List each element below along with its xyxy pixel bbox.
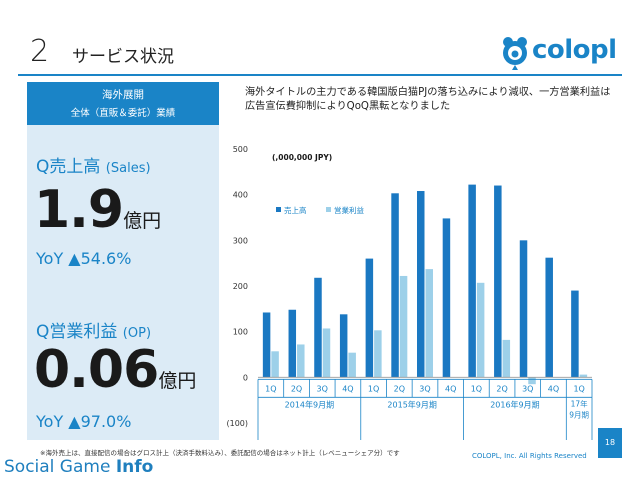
x-group-label: 2014年9月期 xyxy=(285,399,334,409)
segment-title: 海外展開 xyxy=(102,89,144,101)
op-label-text: Q営業利益 xyxy=(36,322,118,342)
legend-label: 売上高 xyxy=(284,205,307,215)
y-axis: 500 400 300 200 100 0 (100) xyxy=(226,145,248,428)
sales-bar xyxy=(468,184,476,378)
sales-bar xyxy=(494,185,502,378)
sales-bar xyxy=(339,314,348,378)
legend-swatch xyxy=(326,207,331,212)
description-text: 海外タイトルの主力である韓国版白猫PJの落ち込みにより減収、一方営業利益は広告宣… xyxy=(245,87,611,112)
x-group-label: 17年 xyxy=(571,398,589,408)
x-tick-label: 3Q xyxy=(522,384,533,393)
watermark-text: Social Game xyxy=(4,457,116,477)
x-tick-label: 1Q xyxy=(368,384,379,393)
x-tick-label: 3Q xyxy=(419,384,430,393)
y-tick-label: 200 xyxy=(233,282,248,291)
segment-subtitle: 全体（直販＆委託）業績 xyxy=(70,108,176,119)
watermark: Social Game Info xyxy=(4,457,153,477)
footnote: ※海外売上は、直接配信の場合はグロス計上（決済手数料込み）、委託配信の場合はネッ… xyxy=(40,449,400,457)
y-tick-label: (100) xyxy=(226,419,248,428)
bars xyxy=(262,184,588,385)
op-bar xyxy=(271,351,279,378)
sales-yoy: YoY ▲54.6% xyxy=(36,249,132,268)
sales-label-text: Q売上高 xyxy=(36,157,101,177)
sales-bar xyxy=(442,218,451,378)
sales-value: 1.9億円 xyxy=(34,184,161,236)
legend-swatch xyxy=(276,207,281,212)
op-label: Q営業利益 (OP) xyxy=(36,317,151,342)
op-label-sub: (OP) xyxy=(122,326,152,341)
op-yoy: YoY ▲97.0% xyxy=(36,412,132,431)
header-rule xyxy=(18,74,622,76)
x-tick-label: 4Q xyxy=(445,384,456,393)
sales-bar xyxy=(519,240,528,378)
colopl-logo: colopl xyxy=(500,34,617,70)
bear-logo-icon xyxy=(503,37,527,70)
y-tick-label: 400 xyxy=(233,191,248,200)
section-number: 2 xyxy=(30,34,50,69)
page-title: サービス状況 xyxy=(72,47,174,67)
sales-bar xyxy=(417,191,425,378)
x-tick-label: 2Q xyxy=(496,384,507,393)
x-tick-label: 3Q xyxy=(317,384,328,393)
op-bar xyxy=(348,352,356,378)
op-bar xyxy=(425,269,433,378)
logo-text: colopl xyxy=(532,35,617,65)
y-tick-label: 300 xyxy=(233,236,248,245)
x-tick-label: 2Q xyxy=(291,384,302,393)
x-group-label: 2015年9月期 xyxy=(387,399,436,409)
x-tick-label: 2Q xyxy=(394,384,405,393)
op-bar xyxy=(502,339,511,378)
op-bar xyxy=(579,374,588,378)
x-tick-label: 1Q xyxy=(265,384,276,393)
x-tick-label: 1Q xyxy=(471,384,482,393)
op-unit: 億円 xyxy=(158,370,197,392)
op-number: 0.06 xyxy=(34,340,159,400)
sales-bar xyxy=(288,309,297,378)
legend: 売上高 営業利益 xyxy=(276,205,364,215)
sales-number: 1.9 xyxy=(34,180,124,240)
y-tick-label: 500 xyxy=(233,145,248,154)
copyright: COLOPL, Inc. All Rights Reserved xyxy=(472,452,587,460)
sales-bar xyxy=(262,312,271,378)
op-bar xyxy=(528,377,536,385)
x-group-label: 9月期 xyxy=(569,410,589,419)
sales-bar xyxy=(314,277,322,378)
sales-bar xyxy=(365,258,374,378)
sales-bar xyxy=(391,193,399,378)
sales-label-sub: (Sales) xyxy=(105,161,151,176)
sales-label: Q売上高 (Sales) xyxy=(36,152,151,177)
legend-label: 営業利益 xyxy=(334,205,364,215)
x-tick-label: 4Q xyxy=(342,384,353,393)
sales-bar xyxy=(545,257,553,378)
x-group-label: 2016年9月期 xyxy=(490,399,539,409)
y-tick-label: 100 xyxy=(233,328,248,337)
x-tick-label: 4Q xyxy=(548,384,559,393)
op-bar xyxy=(297,344,305,378)
sales-unit: 億円 xyxy=(123,210,162,232)
unit-label: (,000,000 JPY) xyxy=(272,153,332,162)
op-bar xyxy=(322,328,331,378)
segment-header-box: 海外展開 全体（直販＆委託）業績 xyxy=(27,82,219,125)
page-number: 18 xyxy=(598,428,622,458)
op-bar xyxy=(399,275,408,378)
metrics-panel xyxy=(27,125,219,440)
sales-bar xyxy=(571,290,579,378)
op-bar xyxy=(374,330,382,378)
y-tick-label: 0 xyxy=(243,373,248,382)
op-value: 0.06億円 xyxy=(34,344,196,396)
x-tick-label: 1Q xyxy=(573,384,584,393)
watermark-text-bold: Info xyxy=(115,457,154,477)
op-bar xyxy=(476,282,485,378)
x-axis: 1Q 2Q 3Q 4Q 1Q 2Q 3Q 4Q 1Q 2Q 3Q 4Q 1Q 2014年9月期 2015年9… xyxy=(257,376,593,440)
